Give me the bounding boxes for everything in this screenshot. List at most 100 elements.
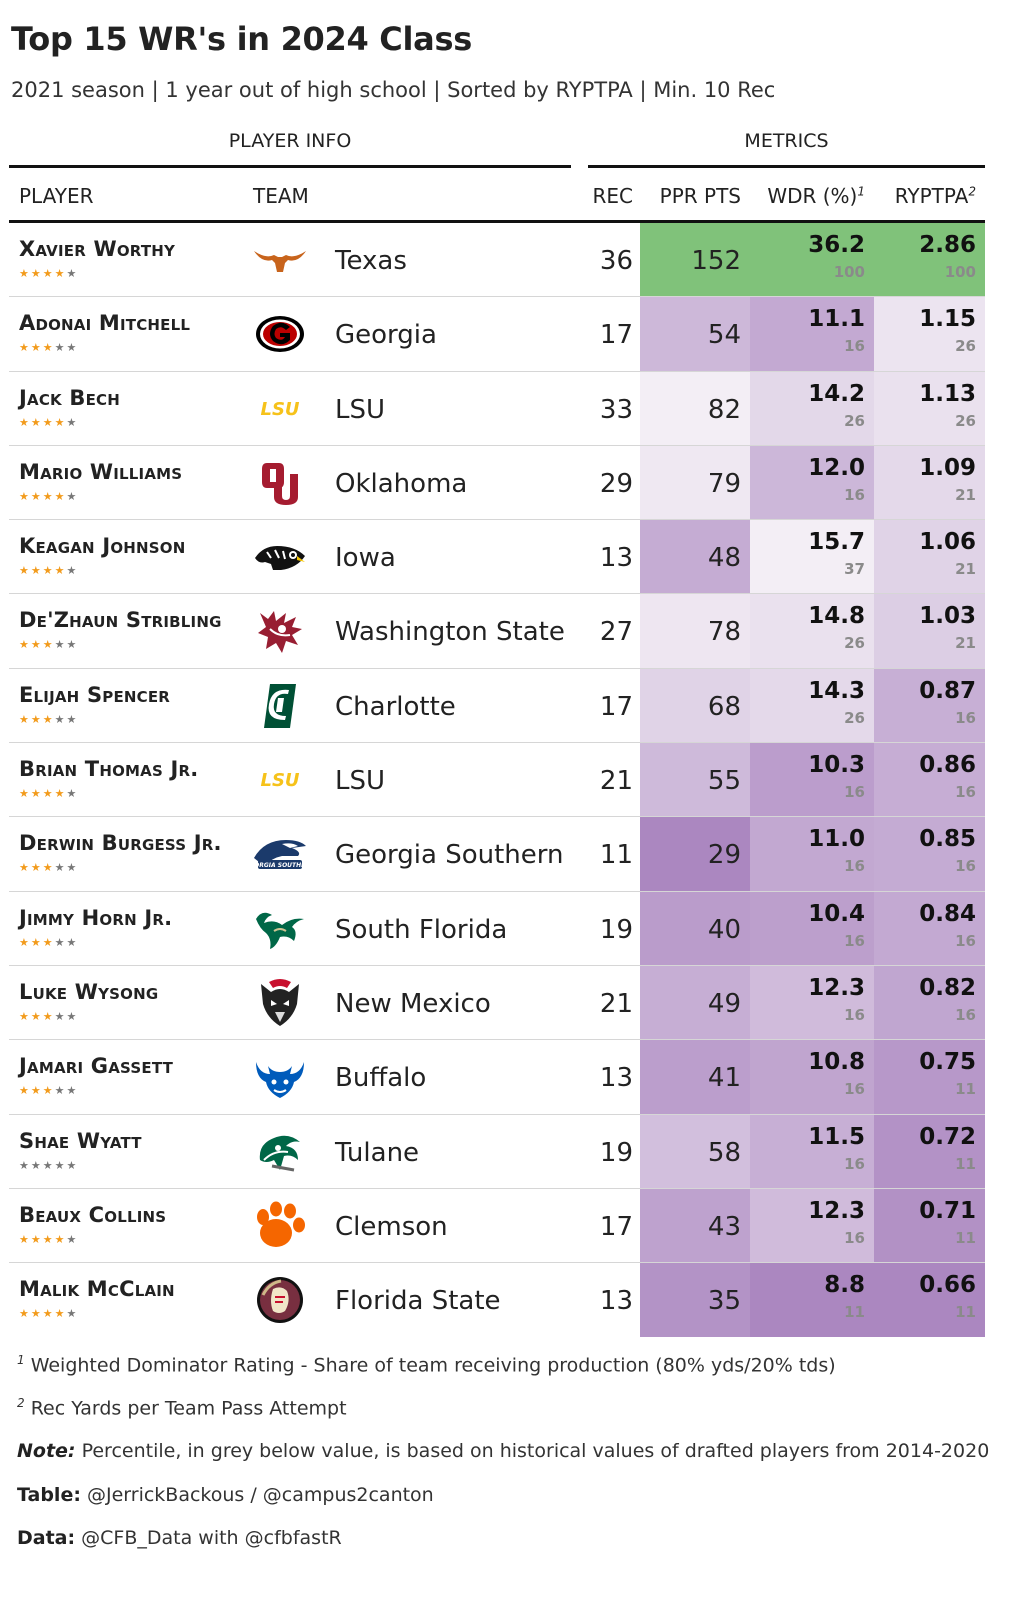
rec-value: 19 bbox=[599, 1137, 633, 1168]
wdr-value: 11.0 bbox=[808, 826, 865, 853]
ppr-cell: 29 bbox=[640, 817, 750, 891]
star-icon: ★ bbox=[30, 1084, 43, 1098]
star-icon: ★ bbox=[54, 1158, 67, 1172]
group-metrics-rule bbox=[588, 165, 985, 168]
footnote-2: 2 Rec Yards per Team Pass Attempt bbox=[17, 1396, 347, 1419]
star-icon: ★ bbox=[54, 415, 67, 429]
star-icon: ★ bbox=[19, 861, 31, 875]
player-name: Xavier Worthy bbox=[19, 237, 176, 261]
team-name: Georgia Southern bbox=[335, 840, 564, 871]
rec-value: 13 bbox=[599, 1063, 633, 1094]
star-icon: ★ bbox=[54, 638, 67, 652]
wdr-cell: 14.8 26 bbox=[750, 594, 874, 668]
team-name: Georgia bbox=[335, 320, 437, 351]
ryptpa-cell: 0.84 16 bbox=[874, 891, 985, 965]
wdr-value: 36.2 bbox=[808, 232, 865, 258]
lsu-wordmark-icon: LSU bbox=[252, 386, 308, 432]
star-icon: ★ bbox=[66, 564, 79, 578]
star-icon: ★ bbox=[19, 489, 31, 503]
player-name: Adonai Mitchell bbox=[19, 311, 191, 336]
table-row: Mario Williams ★★★★★ Oklahoma 29 79 12.0 16 1.0… bbox=[9, 445, 985, 521]
star-icon: ★ bbox=[42, 638, 55, 652]
team-name: Texas bbox=[335, 246, 407, 276]
group-player-info-rule bbox=[9, 165, 571, 168]
wdr-percentile: 16 bbox=[844, 337, 865, 356]
ryptpa-percentile: 21 bbox=[955, 634, 976, 653]
wdr-percentile: 37 bbox=[844, 560, 865, 579]
ryptpa-cell: 0.87 16 bbox=[874, 668, 985, 743]
wdr-cell: 10.3 16 bbox=[750, 743, 874, 817]
eagle-icon: GEORGIA SOUTHERN bbox=[252, 831, 308, 877]
team-name: Buffalo bbox=[335, 1063, 427, 1094]
col-header-ryptpa-sup: 2 bbox=[968, 184, 976, 199]
team-name: Iowa bbox=[335, 543, 396, 574]
star-icon: ★ bbox=[54, 861, 67, 875]
player-name: Luke Wysong bbox=[19, 979, 159, 1004]
green-wave-icon bbox=[252, 1129, 308, 1175]
ppr-cell: 78 bbox=[640, 594, 750, 668]
group-metrics: METRICS bbox=[744, 130, 829, 152]
star-icon: ★ bbox=[30, 1307, 43, 1321]
col-header-wdr: WDR (%)1 bbox=[750, 184, 865, 208]
ryptpa-value: 0.85 bbox=[919, 826, 976, 853]
svg-text:LSU: LSU bbox=[260, 399, 299, 420]
star-icon: ★ bbox=[54, 564, 67, 578]
ppr-cell: 40 bbox=[640, 891, 750, 965]
star-icon: ★ bbox=[42, 1009, 55, 1023]
ryptpa-cell: 0.86 16 bbox=[874, 743, 985, 817]
charlotte-c-icon bbox=[252, 683, 308, 729]
star-icon: ★ bbox=[42, 341, 55, 355]
ryptpa-cell: 1.09 21 bbox=[874, 445, 985, 520]
ppr-value: 152 bbox=[691, 246, 741, 276]
wdr-percentile: 16 bbox=[844, 931, 865, 950]
player-name: Brian Thomas Jr. bbox=[19, 757, 199, 782]
ryptpa-value: 0.71 bbox=[919, 1197, 976, 1224]
data-credit-text: @CFB_Data with @cfbfastR bbox=[81, 1527, 342, 1549]
cougar-icon bbox=[252, 608, 308, 654]
star-icon: ★ bbox=[19, 267, 31, 280]
star-icon: ★ bbox=[66, 489, 79, 503]
ppr-cell: 43 bbox=[640, 1188, 750, 1263]
wdr-percentile: 16 bbox=[844, 485, 865, 504]
star-icon: ★ bbox=[42, 267, 55, 280]
ryptpa-percentile: 26 bbox=[955, 337, 976, 356]
star-icon: ★ bbox=[19, 564, 31, 578]
star-icon: ★ bbox=[42, 489, 55, 503]
player-name: Keagan Johnson bbox=[19, 534, 186, 559]
ryptpa-percentile: 11 bbox=[955, 1080, 976, 1099]
wdr-cell: 8.8 11 bbox=[750, 1263, 874, 1338]
footnote-2-mark: 2 bbox=[17, 1396, 25, 1410]
ryptpa-percentile: 11 bbox=[955, 1154, 976, 1173]
ppr-value: 54 bbox=[707, 320, 741, 351]
star-rating: ★★★★★ bbox=[19, 1307, 78, 1320]
wdr-cell: 11.1 16 bbox=[750, 297, 874, 371]
ryptpa-percentile: 21 bbox=[955, 485, 976, 504]
ryptpa-cell: 1.03 21 bbox=[874, 594, 985, 668]
wdr-value: 11.1 bbox=[808, 306, 865, 333]
table-row: Jimmy Horn Jr. ★★★★★ South Florida 19 40 10.4… bbox=[9, 891, 985, 966]
table-row: Shae Wyatt ★★★★★ Tulane 19 58 11.5 16 0.72 11 bbox=[9, 1114, 985, 1189]
wdr-percentile: 16 bbox=[844, 783, 865, 802]
star-rating: ★★★★★ bbox=[19, 1084, 78, 1097]
player-name: Mario Williams bbox=[19, 459, 183, 484]
star-icon: ★ bbox=[42, 712, 55, 726]
ryptpa-cell: 0.82 16 bbox=[874, 965, 985, 1040]
ryptpa-percentile: 16 bbox=[955, 783, 976, 802]
star-icon: ★ bbox=[66, 787, 79, 801]
note-line: Note: Percentile, in grey below value, i… bbox=[17, 1440, 989, 1462]
star-icon: ★ bbox=[19, 1158, 31, 1172]
lsu-wordmark-icon: LSU bbox=[252, 757, 308, 803]
star-icon: ★ bbox=[66, 1158, 79, 1172]
player-name: Derwin Burgess Jr. bbox=[19, 831, 222, 856]
ppr-cell: 48 bbox=[640, 520, 750, 594]
team-name: New Mexico bbox=[335, 988, 491, 1019]
star-icon: ★ bbox=[19, 341, 31, 355]
ppr-value: 58 bbox=[707, 1137, 741, 1168]
star-icon: ★ bbox=[30, 1158, 43, 1172]
star-icon: ★ bbox=[66, 1232, 79, 1246]
wdr-value: 14.3 bbox=[808, 677, 865, 704]
wdr-percentile: 26 bbox=[844, 634, 865, 653]
usf-bull-icon bbox=[252, 906, 308, 952]
star-icon: ★ bbox=[30, 638, 43, 652]
star-icon: ★ bbox=[42, 935, 55, 949]
